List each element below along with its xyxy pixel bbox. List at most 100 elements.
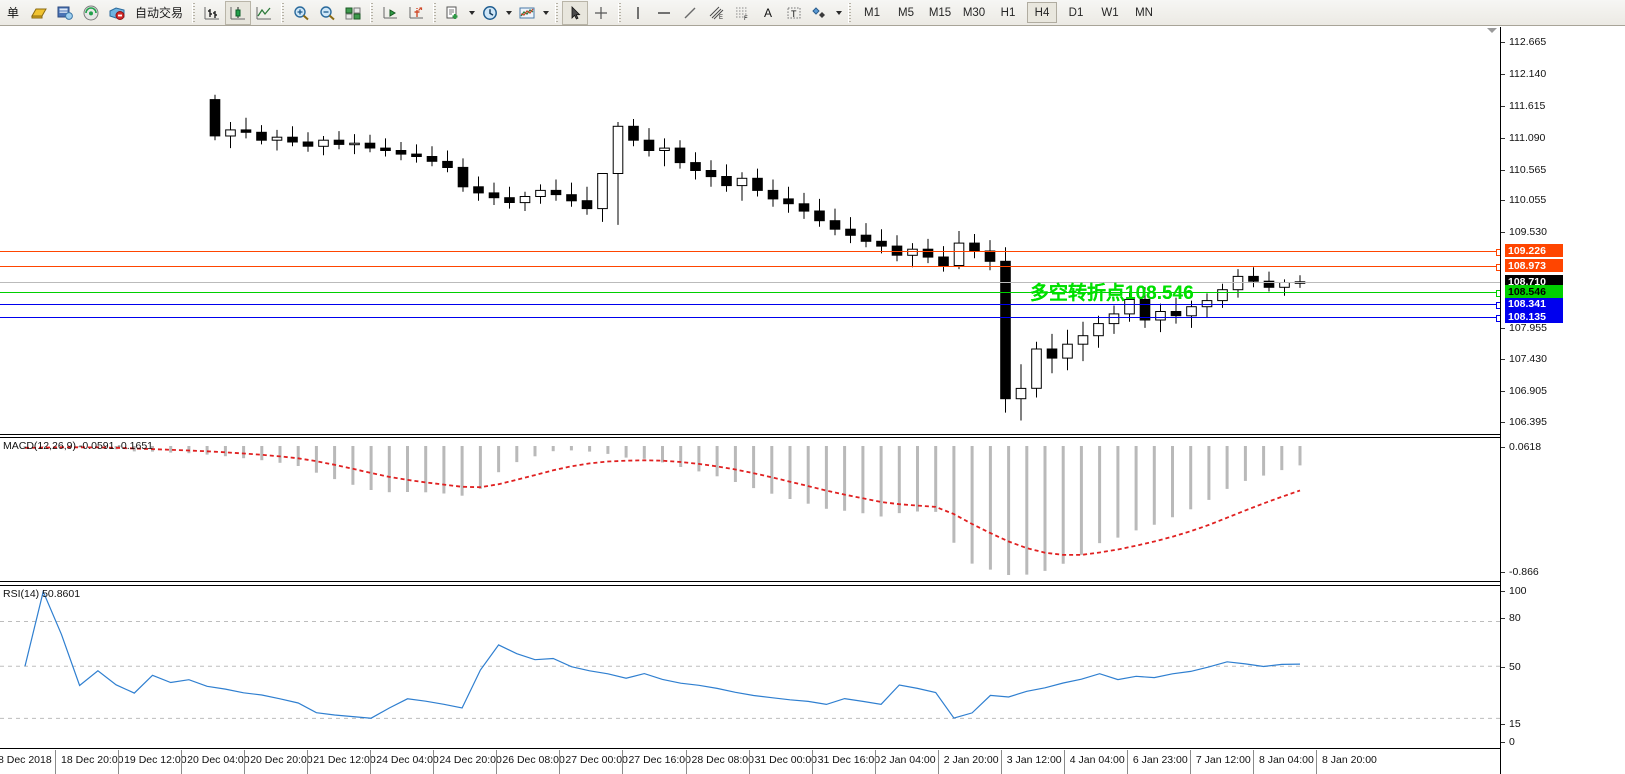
candlestick-canvas [209,94,1306,421]
timeframe-button-m15[interactable]: M15 [928,6,952,19]
price-pane[interactable]: 多空转折点108.546 [0,27,1500,435]
time-tick [433,750,435,774]
horizontal-line-icon[interactable] [651,1,677,25]
price-scale[interactable]: 112.665 112.140 111.615 111.090 110.565 110.0… [1500,27,1625,774]
timeframe-button-d1[interactable]: D1 [1068,6,1084,19]
level-line-108-973[interactable] [0,263,1500,271]
indicators-dropdown-caret-icon[interactable] [540,1,551,25]
rsi-tick-label: 100 [1509,584,1527,597]
time-tick [496,750,498,774]
time-axis-label: 4 Jan 04:00 [1069,754,1125,766]
expert-advisor-icon[interactable] [104,1,130,25]
new-order-icon[interactable]: 单 [6,6,19,20]
macd-tick-label: 0.0618 [1509,441,1542,453]
chart-scroll-indicator-icon[interactable] [1487,28,1497,33]
time-tick [874,750,876,774]
timeframe-button-h1[interactable]: H1 [1000,6,1016,19]
toolbar-separator [555,2,559,23]
text-label-icon[interactable]: T [781,1,807,25]
tile-windows-icon[interactable] [340,1,366,25]
level-line-108-135[interactable] [0,314,1500,322]
time-axis-label: 8 Jan 20:00 [1322,754,1377,766]
objects-dropdown-caret-icon[interactable] [833,1,844,25]
autotrade-label[interactable]: 自动交易 [135,6,184,20]
level-line-108-546[interactable] [0,289,1500,297]
macd-pane[interactable]: MACD(12,26,9) -0.0591 -0.1651 [0,437,1500,582]
price-tick-label: 107.430 [1509,353,1547,366]
level-handle[interactable] [1496,289,1500,297]
time-axis-label: 2 Jan 04:00 [880,754,936,766]
level-line-108-710[interactable] [0,281,1500,283]
equidistant-channel-icon[interactable]: E [703,1,729,25]
resistance-1-tag[interactable]: 108.973 [1505,259,1563,273]
time-tick [1000,750,1002,774]
time-axis-label: 24 Dec 04:00 [376,754,439,766]
indicators-icon[interactable] [514,1,540,25]
toolbar-separator [370,2,374,23]
candlestick-chart-icon[interactable] [225,0,252,25]
crosshair-icon[interactable] [588,1,614,25]
time-tick [370,750,372,774]
time-tick [811,750,813,774]
last-price-tag[interactable]: 108.710 [1505,275,1563,289]
terminal-icon[interactable] [52,1,78,25]
bar-chart-icon[interactable] [199,1,225,25]
rsi-canvas [0,589,1500,719]
time-tick [181,750,183,774]
period-dropdown-caret-icon[interactable] [503,1,514,25]
level-handle[interactable] [1496,302,1500,310]
signals-icon[interactable] [78,1,104,25]
time-axis-label: 24 Dec 20:00 [439,754,502,766]
time-axis-label: 27 Dec 00:00 [565,754,628,766]
price-tick [1501,74,1505,76]
level-handle[interactable] [1496,263,1500,271]
time-axis-label: 21 Dec 12:00 [313,754,376,766]
time-tick [937,750,939,774]
price-tick-label: 111.615 [1509,100,1546,112]
zoom-out-icon[interactable] [314,1,340,25]
time-axis-label: 20 Dec 20:00 [250,754,313,766]
cursor-icon[interactable] [562,0,589,25]
zoom-in-icon[interactable] [288,1,314,25]
time-tick [622,750,624,774]
time-tick [1252,750,1254,774]
time-axis-label: 18 Dec 20:00 [61,754,124,766]
rsi-tick [1501,667,1505,668]
level-line-109-226[interactable] [0,248,1500,256]
vertical-line-icon[interactable] [625,1,651,25]
time-axis-label: 3 Jan 12:00 [1006,754,1062,766]
level-line-108-341[interactable] [0,302,1500,310]
price-tick-label: 112.665 [1509,36,1547,49]
text-icon[interactable]: A [764,5,773,20]
timeframe-button-m1[interactable]: M1 [864,6,880,19]
trendline-icon[interactable] [677,1,703,25]
timeframe-button-m5[interactable]: M5 [898,6,914,19]
rsi-pane[interactable]: RSI(14) 50.8601 [0,585,1500,749]
fibonacci-icon[interactable]: F [729,1,755,25]
support-1-tag[interactable]: 108.341 [1505,297,1563,311]
gold-bar-icon[interactable] [26,1,52,25]
time-axis: 8 Dec 2018 18 Dec 20:00 19 Dec 12:00 20 Dec… [0,750,1625,774]
price-tick-label: 109.530 [1509,226,1547,239]
resistance-2-tag[interactable]: 109.226 [1505,244,1563,258]
price-tick-label: 107.955 [1509,321,1547,334]
period-icon[interactable] [477,1,503,25]
timeframe-button-w1[interactable]: W1 [1101,6,1119,19]
level-handle[interactable] [1496,314,1500,322]
timeframe-button-m30[interactable]: M30 [962,6,986,19]
templates-icon[interactable] [440,1,466,25]
level-handle[interactable] [1496,248,1500,256]
timeframe-button-h4[interactable]: H4 [1027,2,1058,23]
time-tick [1063,750,1065,774]
chart-shift-icon[interactable] [377,1,403,25]
timeframe-button-mn[interactable]: MN [1135,6,1153,19]
pivot-tag[interactable]: 108.546 [1505,285,1563,299]
templates-dropdown-caret-icon[interactable] [466,1,477,25]
rsi-tick-label: 50 [1509,661,1521,673]
price-tick [1501,422,1505,423]
line-chart-icon[interactable] [251,1,277,25]
macd-tick [1501,572,1505,573]
support-2-tag[interactable]: 108.135 [1505,310,1563,324]
objects-icon[interactable] [807,1,833,25]
auto-scroll-icon[interactable] [403,1,429,25]
